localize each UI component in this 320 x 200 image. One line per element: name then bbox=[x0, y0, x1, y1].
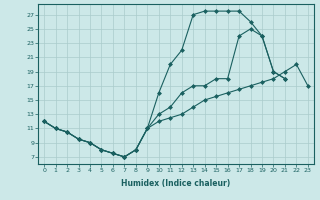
X-axis label: Humidex (Indice chaleur): Humidex (Indice chaleur) bbox=[121, 179, 231, 188]
